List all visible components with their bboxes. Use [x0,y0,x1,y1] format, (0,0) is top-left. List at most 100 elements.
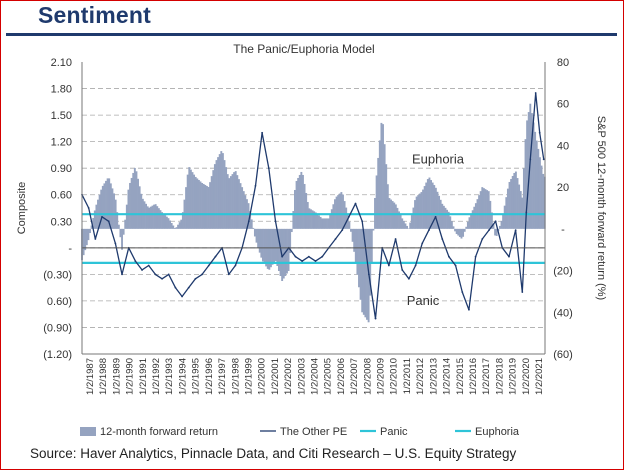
forward-return-bar [302,174,304,229]
the-other-pe-point [94,238,97,240]
forward-return-bar [470,213,473,229]
forward-return-bar [239,183,242,229]
forward-return-bar [420,192,423,229]
forward-return-bar [137,178,139,229]
forward-return-bar [486,190,489,229]
the-other-pe-point [134,260,137,262]
forward-return-bar [342,194,344,229]
forward-return-bar [444,207,447,229]
panic-euphoria-chart: The Panic/Euphoria Model Composite S&P 5… [16,42,607,438]
forward-return-bar [500,220,503,229]
forward-return-bars [81,103,546,323]
forward-return-bar [366,228,368,320]
the-other-pe-point [167,273,170,276]
forward-return-bar [314,212,317,229]
forward-return-bar [121,228,123,250]
forward-return-bar [474,203,477,229]
x-tick-label: 1/2/2014 [442,358,453,395]
legend-label: The Other PE [280,426,347,438]
forward-return-bar [514,171,517,229]
forward-return-bar [385,164,388,229]
the-other-pe-point [521,291,524,293]
forward-return-bar [148,207,151,229]
forward-return-bar [479,191,482,229]
forward-return-bar [441,203,444,229]
forward-return-bar [205,185,208,229]
forward-return-bar [348,221,351,229]
forward-return-bar [324,218,327,229]
the-other-pe-point [454,264,457,267]
forward-return-bar [490,212,493,229]
forward-return-bar [249,210,252,229]
the-other-pe-point [508,255,510,258]
forward-return-bar [526,120,529,229]
forward-return-bar [431,182,434,229]
forward-return-bar [188,167,191,229]
left-tick-label: 2.10 [51,57,72,69]
forward-return-bar [255,228,258,243]
the-other-pe-point [468,308,470,311]
forward-return-bar [482,188,485,229]
x-tick-label: 1/2/1993 [164,358,175,395]
forward-return-bar [465,226,468,229]
x-tick-label: 1/2/1987 [85,358,96,395]
forward-return-bar [197,179,200,229]
forward-return-bar [436,191,439,229]
the-other-pe-point [181,295,183,298]
forward-return-bar [162,213,165,229]
the-other-pe-point [114,242,117,245]
forward-return-bar [518,184,521,229]
forward-return-bar [353,228,356,252]
x-tick-label: 1/2/2013 [428,358,439,395]
left-tick-label: (0.90) [43,322,72,334]
left-tick-label: (1.20) [43,349,72,361]
x-tick-label: 1/2/1996 [204,358,215,395]
forward-return-bar [209,182,212,229]
forward-return-bar [169,220,172,229]
forward-return-bar [145,203,147,229]
forward-return-bar [101,185,104,229]
the-other-pe-point [101,215,103,218]
forward-return-bar [318,215,320,229]
forward-return-bar [358,228,360,288]
forward-return-bar [418,193,421,229]
forward-return-bar [170,223,173,229]
forward-return-bar [124,219,127,229]
forward-return-bar [290,228,293,233]
right-tick-label: - [561,224,565,236]
x-tick-label: 1/2/2017 [481,358,492,395]
forward-return-bar [151,205,154,229]
forward-return-bar [172,225,175,229]
right-tick-label: (40) [553,307,573,319]
forward-return-bar [164,215,167,229]
source-note: Source: Haver Analytics, Pinnacle Data, … [30,446,517,461]
forward-return-bar [92,218,95,229]
forward-return-bar [129,182,131,229]
x-tick-label: 1/2/2018 [494,358,505,395]
forward-return-bar [289,228,292,254]
the-other-pe-point [441,238,444,240]
legend-swatch-forward-return [80,427,96,436]
forward-return-bar [372,228,375,231]
the-other-pe-point [174,286,177,289]
forward-return-bar [463,228,466,232]
the-other-pe-point [421,242,424,245]
the-other-pe-point [301,260,304,262]
the-other-pe-point [428,229,430,232]
forward-return-bar [542,173,545,229]
x-tick-label: 1/2/2001 [270,358,281,395]
forward-return-bar [303,183,306,229]
the-other-pe-point [227,273,230,276]
the-other-pe-point [367,273,370,276]
forward-return-bar [132,172,135,229]
forward-return-bar [178,222,181,229]
forward-return-bar [250,219,253,229]
forward-return-bar [233,172,236,229]
forward-return-bar [105,180,107,229]
forward-return-bar [378,140,381,229]
forward-return-bar [167,218,170,229]
left-tick-label: - [68,243,72,255]
forward-return-bar [100,189,103,229]
x-tick-label: 1/2/1990 [125,358,136,395]
forward-return-bar [466,221,469,229]
